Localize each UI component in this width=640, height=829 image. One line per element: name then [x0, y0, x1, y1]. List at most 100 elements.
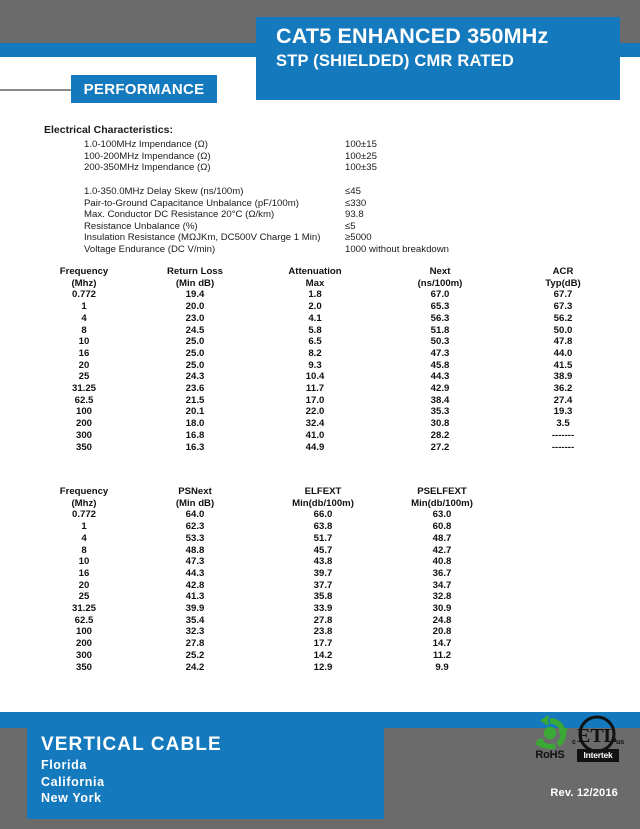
- table-row: 31.25 39.9 33.9 30.9: [38, 603, 498, 615]
- page-sheet: [0, 57, 640, 712]
- table-cell: 37.7: [313, 579, 333, 591]
- column-header: Attenuation: [288, 266, 342, 277]
- table-cell: 20.0: [185, 301, 205, 313]
- performance-tab: PERFORMANCE: [71, 75, 217, 103]
- table-cell: 21.5: [185, 394, 205, 406]
- table-cell: 20.1: [185, 406, 205, 418]
- table-cell: 28.2: [430, 429, 450, 441]
- footer-company-box: VERTICAL CABLE Florida California New Yo…: [27, 724, 384, 819]
- table-cell: 24.5: [185, 324, 205, 336]
- table-cell: 10: [78, 556, 90, 568]
- table-cell: 56.3: [430, 312, 450, 324]
- table-cell: 3.5: [556, 418, 570, 430]
- spec-value: ≤5: [345, 220, 356, 232]
- table-cell: 25.0: [185, 336, 205, 348]
- table-cell: 65.3: [430, 301, 450, 313]
- table-row: 300 25.2 14.2 11.2: [38, 650, 498, 662]
- table-row: 0.772 19.4 1.8 67.0 67.7: [38, 289, 616, 301]
- electrical-section-title: Electrical Characteristics:: [44, 124, 173, 136]
- table-cell: 31.25: [71, 603, 96, 615]
- table-row: 4 53.3 51.7 48.7: [38, 533, 498, 545]
- table-cell: 100: [75, 406, 92, 418]
- spec-label: Voltage Endurance (DC V/min): [84, 243, 216, 255]
- table-cell: 19.3: [553, 406, 573, 418]
- impedance-spec-group: 1.0-100MHz Impendance (Ω) 100±15 100-200…: [84, 139, 377, 174]
- table-cell: 48.8: [185, 544, 205, 556]
- table-cell: 8.2: [308, 347, 322, 359]
- table-cell: 44.3: [185, 567, 205, 579]
- table-cell: 62.5: [74, 614, 94, 626]
- table-cell: 200: [75, 418, 92, 430]
- table-cell: 50.0: [553, 324, 573, 336]
- table-cell: 36.7: [432, 567, 452, 579]
- table-cell: 16.8: [185, 429, 205, 441]
- table-cell: 36.2: [553, 383, 573, 395]
- table-cell: 9.9: [435, 661, 449, 673]
- table-cell: 17.7: [313, 638, 333, 650]
- table-cell: 14.7: [432, 638, 452, 650]
- table-cell: 62.5: [74, 394, 94, 406]
- table-cell: 30.9: [432, 603, 452, 615]
- column-header: Next: [429, 266, 451, 277]
- performance-rule: [0, 89, 72, 91]
- product-title-secondary: STP (SHIELDED) CMR RATED: [276, 52, 514, 70]
- table-header-row: Frequency PSNext ELFEXT PSELFEXT: [38, 486, 498, 498]
- table-cell: 1: [81, 521, 87, 533]
- column-header: PSELFEXT: [417, 486, 467, 497]
- spec-label: 100-200MHz Impendance (Ω): [84, 150, 211, 162]
- table-cell: 66.0: [313, 509, 333, 521]
- table-cell: 300: [75, 649, 92, 661]
- table-row: 8 48.8 45.7 42.7: [38, 545, 498, 557]
- table-row: 62.5 21.5 17.0 38.4 27.4: [38, 395, 616, 407]
- table-cell: 11.7: [305, 383, 325, 395]
- table-row: 300 16.8 41.0 28.2 -------: [38, 430, 616, 442]
- spec-label: Resistance Unbalance (%): [84, 220, 198, 232]
- column-header: ELFEXT: [304, 486, 342, 497]
- column-subheader: Min(db/100m): [292, 497, 354, 509]
- table-cell: 4: [81, 312, 87, 324]
- table-header-row: Frequency Return Loss Attenuation Next A…: [38, 266, 616, 278]
- table-cell: 67.0: [430, 289, 450, 301]
- column-subheader: (Min dB): [175, 277, 215, 289]
- table-cell: 51.7: [313, 532, 333, 544]
- spec-row: 200-350MHz Impendance (Ω) 100±35: [84, 162, 377, 174]
- table-body: 0.772 19.4 1.8 67.0 67.7 1 20.0 2.0 65.3 67.3 4 23.…: [38, 289, 616, 453]
- table-row: 350 16.3 44.9 27.2 -------: [38, 442, 616, 454]
- spec-row: 100-200MHz Impendance (Ω) 100±25: [84, 151, 377, 163]
- company-location: California: [41, 774, 105, 789]
- table-cell: 64.0: [185, 509, 205, 521]
- table-cell: 32.3: [185, 626, 205, 638]
- table-cell: 48.7: [432, 532, 452, 544]
- column-header: Frequency: [59, 486, 109, 497]
- table-cell: 31.25: [71, 383, 96, 395]
- table-row: 200 18.0 32.4 30.8 3.5: [38, 418, 616, 430]
- table-cell: 25: [78, 591, 90, 603]
- table-cell: 67.7: [553, 289, 573, 301]
- table-cell: 24.8: [432, 614, 452, 626]
- table-cell: 16: [78, 347, 90, 359]
- table-row: 20 25.0 9.3 45.8 41.5: [38, 360, 616, 372]
- table-cell: 6.5: [308, 336, 322, 348]
- table-cell: 40.8: [432, 556, 452, 568]
- revision-label: Rev. 12/2016: [550, 787, 618, 799]
- table-cell: -------: [551, 429, 575, 441]
- table-cell: 27.8: [313, 614, 333, 626]
- table-cell: 20.8: [432, 626, 452, 638]
- table-cell: 100: [75, 626, 92, 638]
- table-cell: 14.2: [313, 649, 333, 661]
- spec-value: 100±25: [345, 150, 377, 162]
- table-cell: 45.8: [430, 359, 450, 371]
- table-row: 8 24.5 5.8 51.8 50.0: [38, 325, 616, 337]
- table-row: 62.5 35.4 27.8 24.8: [38, 615, 498, 627]
- table-body: 0.772 64.0 66.0 63.0 1 62.3 63.8 60.8 4 53.3 51.7 4…: [38, 509, 498, 673]
- table-cell: 25: [78, 371, 90, 383]
- table-cell: 38.9: [553, 371, 573, 383]
- table-cell: 20: [78, 579, 90, 591]
- table-cell: 44.9: [305, 441, 325, 453]
- general-spec-group: 1.0-350.0MHz Delay Skew (ns/100m) ≤45 Pa…: [84, 186, 449, 256]
- table-cell: 8: [81, 544, 87, 556]
- table-cell: 23.0: [185, 312, 205, 324]
- table-cell: 34.7: [432, 579, 452, 591]
- column-subheader: (Min dB): [175, 497, 215, 509]
- table-cell: 41.0: [305, 429, 325, 441]
